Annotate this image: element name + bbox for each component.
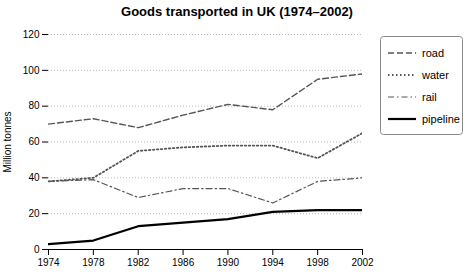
svg-text:120: 120 <box>23 29 40 40</box>
html-text:Goods transported in UK (1974–: Goods transported in UK (1974–2002) <box>121 4 353 19</box>
svg-text:80: 80 <box>28 100 40 111</box>
svg-text:60: 60 <box>28 136 40 147</box>
svg-text:pipeline: pipeline <box>422 113 460 125</box>
svg-text:40: 40 <box>28 172 40 183</box>
svg-text:rail: rail <box>422 91 437 103</box>
svg-text:1974: 1974 <box>37 257 60 268</box>
svg-text:2002: 2002 <box>351 257 374 268</box>
svg-text:1978: 1978 <box>82 257 105 268</box>
svg-text:water: water <box>421 69 449 81</box>
svg-text:road: road <box>422 47 444 59</box>
svg-text:100: 100 <box>23 65 40 76</box>
svg-text:1982: 1982 <box>127 257 150 268</box>
svg-text:1998: 1998 <box>307 257 330 268</box>
svg-text:1990: 1990 <box>217 257 240 268</box>
svg-text:1994: 1994 <box>262 257 285 268</box>
svg-text:1986: 1986 <box>172 257 195 268</box>
svg-text:Million tonnes: Million tonnes <box>2 111 13 172</box>
svg-text:20: 20 <box>28 208 40 219</box>
svg-text:0: 0 <box>34 244 40 255</box>
